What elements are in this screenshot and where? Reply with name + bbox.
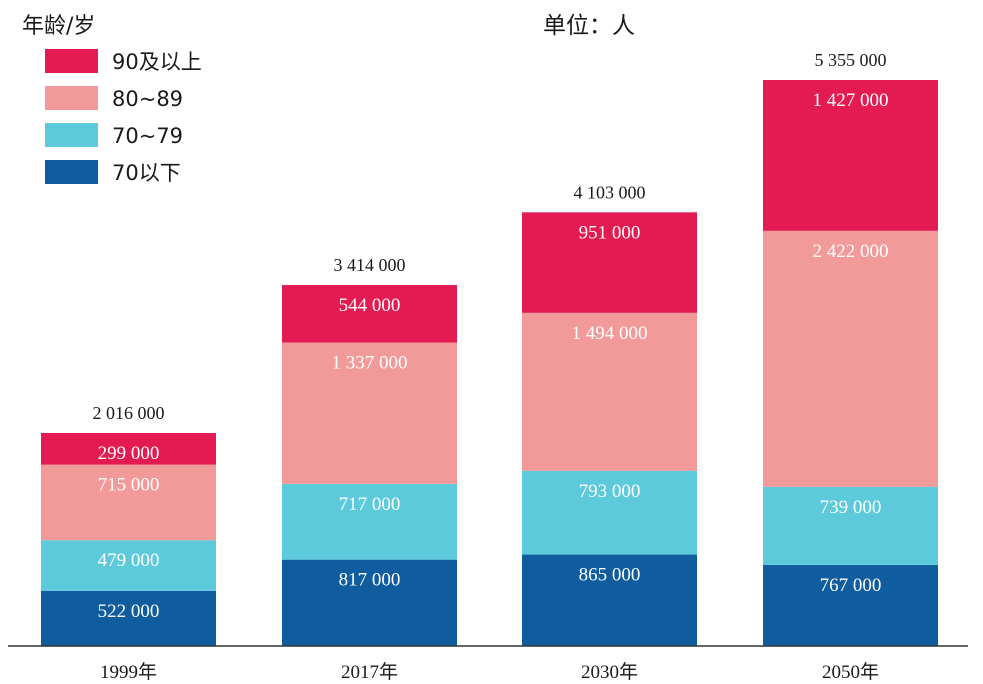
legend-label: 70~79 [112,124,183,148]
data-label: 2 422 000 [813,241,889,262]
bar-segment [522,312,697,471]
y-axis-label: 年龄/岁 [22,14,95,39]
bar-segment [763,564,938,646]
legend-swatch [45,123,98,147]
data-label: 544 000 [339,295,401,316]
data-label: 1 427 000 [813,90,889,111]
data-label: 522 000 [98,601,160,622]
data-label: 479 000 [98,550,160,571]
legend-label: 80~89 [112,87,183,111]
x-tick-label: 2050年 [822,661,879,683]
data-label: 715 000 [98,475,160,496]
data-label: 1 337 000 [332,353,408,374]
data-label: 865 000 [579,565,641,586]
legend: 90及以上 80~89 70~79 70以下 [45,49,202,185]
bar-segment [763,486,938,565]
bars [41,80,938,646]
data-label: 299 000 [98,443,160,464]
total-label: 2 016 000 [93,403,165,423]
x-tick-label: 2017年 [341,661,398,683]
bar-segment [282,483,457,560]
bar-segment [41,540,216,591]
bar-segment [522,470,697,555]
bar-segment [41,590,216,646]
bar-segment [282,285,457,343]
data-label: 717 000 [339,494,401,515]
data-label: 767 000 [820,575,882,596]
bar-segment [282,559,457,646]
total-label: 5 355 000 [815,50,887,70]
legend-label: 70以下 [112,161,181,185]
data-label: 793 000 [579,481,641,502]
data-label: 951 000 [579,222,641,243]
unit-label: 单位：人 [543,13,635,39]
bar-segment [522,554,697,646]
bar-segment [41,433,216,465]
total-label: 3 414 000 [334,255,406,275]
labels: 522 000 479 000 715 000 299 000 2 016 000 817… [93,50,889,622]
data-label: 1 494 000 [572,323,648,344]
bar-segment [282,342,457,484]
legend-swatch [45,160,98,184]
x-tick-label: 1999年 [100,661,157,683]
bar-segment [763,230,938,487]
total-label: 4 103 000 [574,182,646,202]
bar-segment [763,80,938,231]
bar-segment [522,212,697,313]
data-label: 817 000 [339,570,401,591]
x-tick-label: 2030年 [581,661,638,683]
legend-swatch [45,49,98,73]
category-labels: 1999年 2017年 2030年 2050年 [100,661,879,683]
legend-swatch [45,86,98,110]
data-label: 739 000 [820,497,882,518]
bar-segment [41,464,216,541]
legend-label: 90及以上 [112,50,202,74]
